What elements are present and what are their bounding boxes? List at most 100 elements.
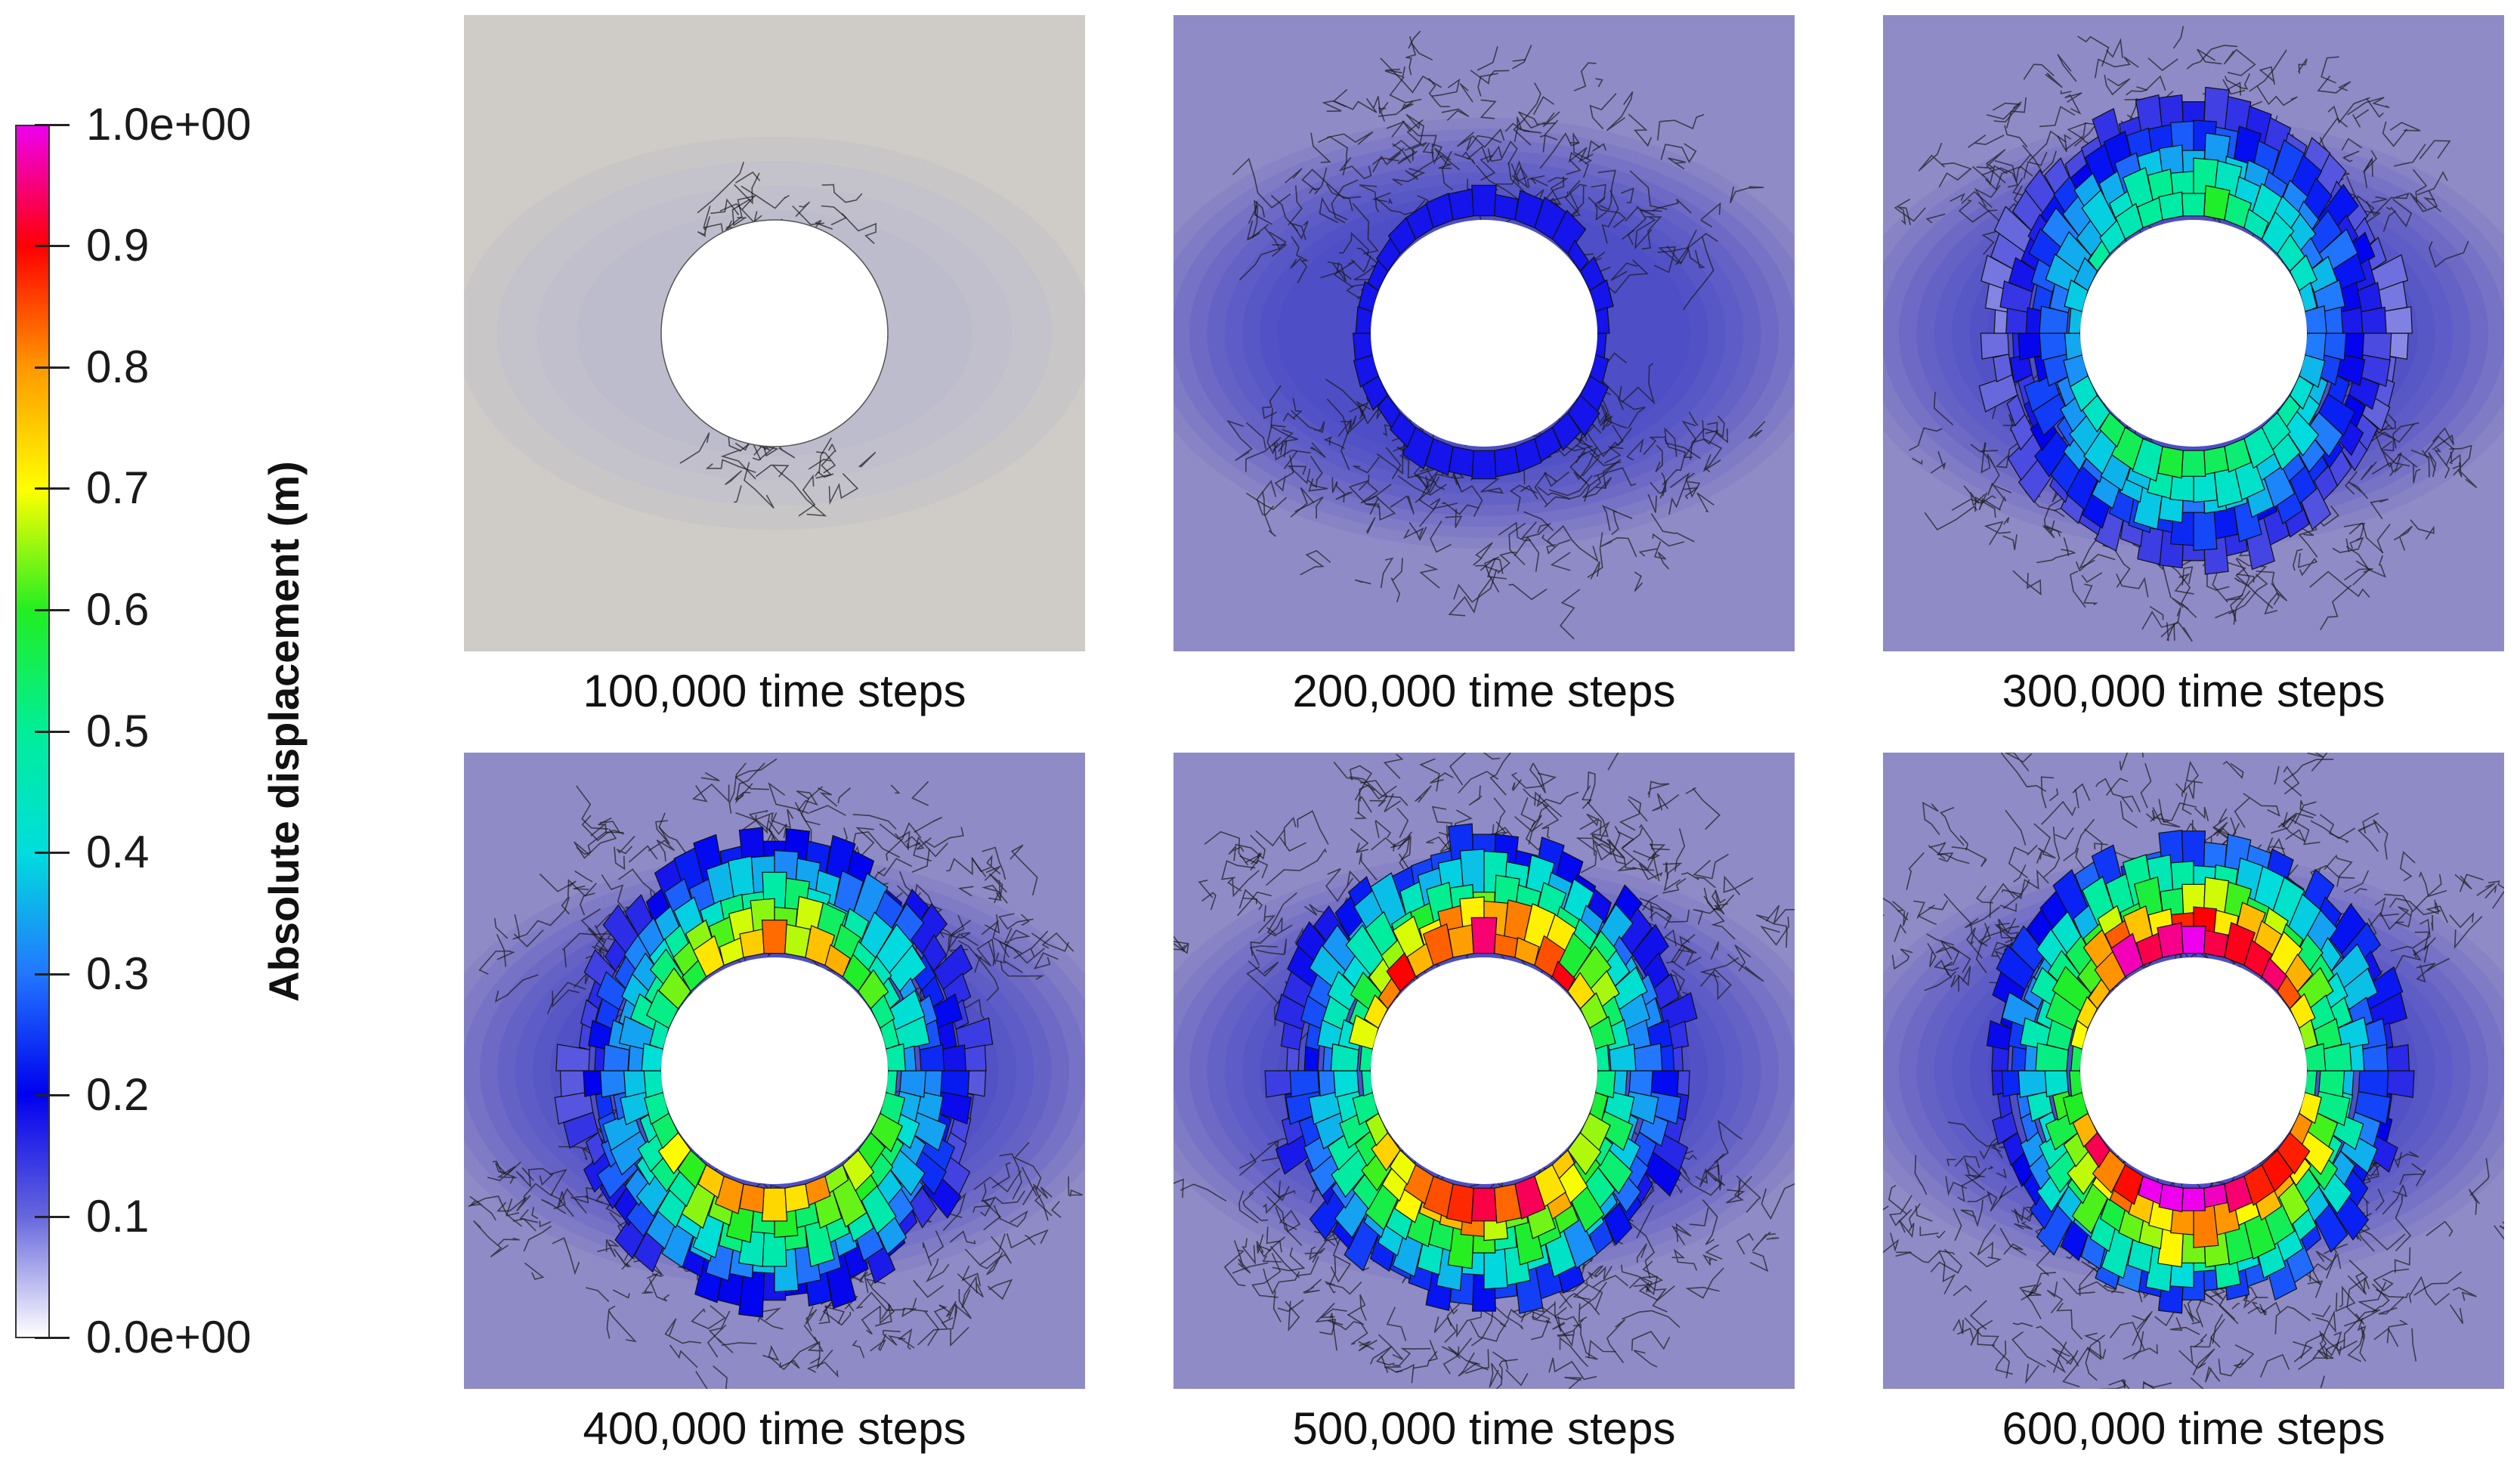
crack-line (1274, 442, 1311, 470)
crack-line (1593, 459, 1622, 489)
damage-fragment (1594, 1044, 1610, 1072)
crack-line (1937, 843, 1954, 862)
crack-line (1366, 517, 1376, 534)
crack-line (1246, 422, 1266, 450)
crack-line (1557, 1319, 1584, 1337)
crack-line (1306, 456, 1323, 488)
crack-line (1386, 1307, 1407, 1341)
crack-line (1514, 116, 1530, 142)
crack-line (2344, 1282, 2386, 1327)
crack-line (1347, 870, 1361, 886)
simulation-panel (1883, 753, 2504, 1389)
crack-line (2297, 552, 2318, 577)
crack-line (2410, 449, 2430, 478)
crack-line (1309, 442, 1326, 459)
crack-line (806, 1362, 839, 1378)
crack-line (2383, 422, 2420, 452)
crack-line (1736, 1175, 1761, 1214)
damage-fragment (2243, 426, 2276, 469)
crack-line (1953, 1318, 1964, 1334)
damage-fragment (2203, 446, 2229, 475)
crack-line (2234, 797, 2250, 828)
crack-line (1730, 186, 1764, 204)
crack-line (608, 1310, 637, 1343)
crack-line (2309, 1253, 2342, 1282)
damage-fragment (1352, 332, 1374, 361)
crack-line (1587, 771, 1596, 804)
crack-line (744, 462, 775, 509)
crack-line (847, 827, 875, 865)
crack-line (1257, 1236, 1286, 1258)
crack-line (1974, 496, 1996, 518)
crack-line (1287, 465, 1311, 484)
crack-line (561, 932, 597, 967)
crack-line (1415, 463, 1465, 503)
crack-line (926, 1258, 950, 1283)
crack-line (1033, 1183, 1053, 1199)
crack-line (2116, 573, 2149, 598)
crack-line (2022, 1289, 2042, 1297)
crack-line (2105, 778, 2128, 796)
crack-line (1892, 901, 1905, 912)
crack-line (2448, 451, 2461, 469)
crack-line (1586, 801, 1610, 841)
crack-line (1968, 135, 2005, 148)
crack-line (512, 896, 570, 940)
crack-line (1041, 932, 1074, 952)
crack-line (2476, 883, 2496, 896)
damage-fragment (2243, 939, 2273, 978)
crack-line (1575, 837, 1597, 874)
panel-caption: 500,000 time steps (1292, 1403, 1676, 1454)
crack-line (909, 1309, 939, 1347)
crack-line (2062, 1347, 2107, 1387)
crack-line (2104, 74, 2131, 96)
crack-line (515, 1167, 553, 1189)
damage-fragment (1448, 188, 1474, 221)
damage-fragment (824, 944, 851, 978)
crack-line (2348, 481, 2368, 499)
crack-line (1441, 1346, 1460, 1356)
crack-line (1578, 1282, 1607, 1310)
crack-line (1681, 872, 1716, 889)
crack-line (2332, 537, 2364, 553)
crack-line (2294, 801, 2317, 824)
crack-line (1246, 220, 1260, 241)
crack-line (2132, 1310, 2153, 1347)
crack-line (1526, 175, 1545, 188)
crack-line (1632, 849, 1660, 882)
damage-fragment (1365, 1112, 1389, 1146)
crack-line (1370, 1346, 1395, 1366)
crack-line (1033, 952, 1059, 969)
crack-line (1377, 1334, 1404, 1360)
crack-line (2344, 870, 2370, 892)
crack-line (2319, 814, 2350, 843)
damage-fragment (2069, 1070, 2083, 1097)
damage-fragment (2203, 929, 2229, 958)
crack-line (1291, 236, 1309, 262)
simulation-panel (1883, 15, 2504, 651)
crack-line (1653, 246, 1678, 274)
crack-line (1652, 533, 1685, 547)
crack-line (2056, 1302, 2083, 1340)
crack-line (581, 815, 625, 842)
crack-line (1558, 1326, 1575, 1347)
crack-line (1397, 475, 1447, 496)
crack-line (2366, 906, 2411, 931)
crack-line (2345, 471, 2358, 495)
crack-line (1636, 901, 1672, 920)
crack-line (982, 1183, 1002, 1231)
crack-line (870, 1333, 887, 1352)
crack-line (882, 1329, 906, 1346)
crack-line (1180, 1183, 1227, 1202)
crack-line (741, 185, 790, 209)
crack-line (1371, 157, 1399, 165)
crack-line (1254, 199, 1266, 218)
crack-line (1712, 889, 1727, 911)
crack-line (1272, 244, 1288, 258)
crack-line (734, 758, 778, 790)
crack-line (1908, 427, 1943, 451)
crack-line (2413, 944, 2429, 963)
crack-line (1564, 1377, 1585, 1389)
crack-line (697, 216, 710, 237)
crack-line (1314, 167, 1328, 195)
